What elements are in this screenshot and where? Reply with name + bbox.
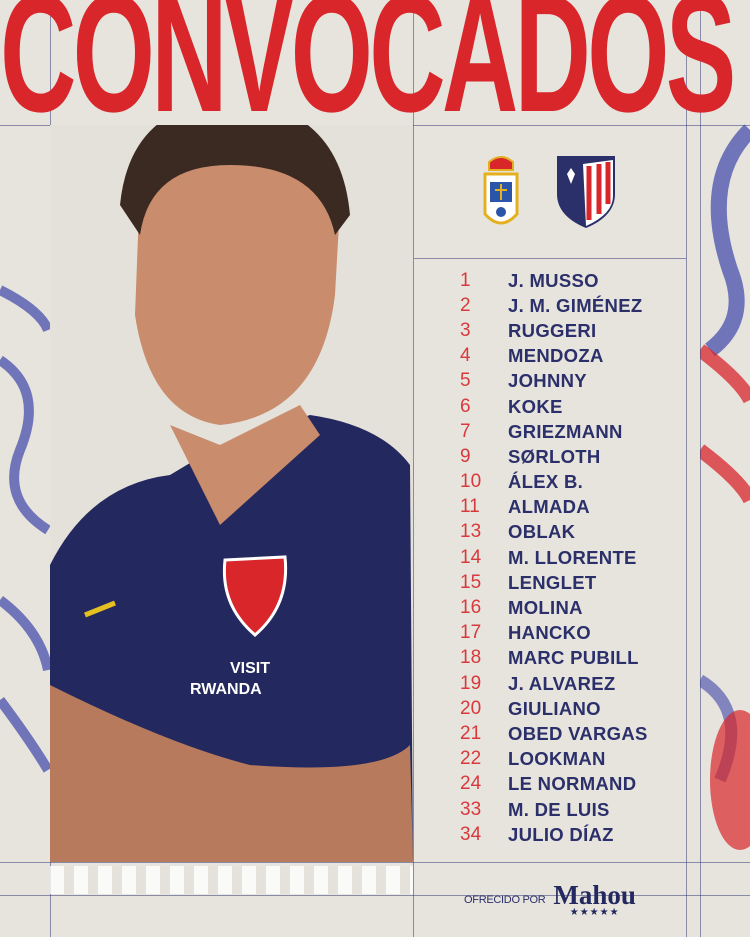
right-swirl-decoration: [700, 124, 750, 850]
player-name: JOHNNY: [508, 370, 587, 392]
squad-row: 15 LENGLET: [460, 570, 648, 595]
player-name: J. M. GIMÉNEZ: [508, 294, 643, 316]
player-name: M. DE LUIS: [508, 798, 610, 820]
player-number: 22: [460, 748, 482, 770]
player-number: 18: [460, 647, 482, 669]
player-number: 1: [460, 269, 471, 291]
player-number: 24: [460, 773, 482, 795]
player-number: 11: [460, 496, 480, 518]
player-name: RUGGERI: [508, 319, 597, 341]
player-number: 9: [460, 445, 471, 467]
player-name: MARC PUBILL: [508, 647, 639, 669]
squad-row: 22 LOOKMAN: [460, 747, 648, 772]
grid-line: [0, 895, 750, 896]
squad-row: 7 GRIEZMANN: [460, 419, 648, 444]
squad-row: 33 M. DE LUIS: [460, 797, 648, 822]
squad-row: 9 SØRLOTH: [460, 444, 648, 469]
shirt-sponsor-line2: RWANDA: [190, 681, 262, 698]
player-name: JULIO DÍAZ: [508, 823, 614, 845]
player-name: J. MUSSO: [508, 269, 599, 291]
player-number: 6: [460, 395, 471, 417]
squad-row: 10 ÁLEX B.: [460, 470, 648, 495]
player-number: 10: [460, 471, 482, 493]
squad-row: 4 MENDOZA: [460, 344, 648, 369]
grid-line: [0, 862, 750, 863]
grid-line: [414, 258, 686, 259]
grid-line: [686, 0, 687, 937]
player-name: ÁLEX B.: [508, 471, 584, 493]
player-name: LENGLET: [508, 571, 597, 593]
player-number: 13: [460, 521, 482, 543]
squad-list: 1 J. MUSSO 2 J. M. GIMÉNEZ 3 RUGGERI 4 MENDOZA 5…: [460, 268, 648, 847]
squad-row: 34 JULIO DÍAZ: [460, 822, 648, 847]
grid-line: [413, 0, 414, 937]
offered-by-label: OFRECIDO POR: [464, 894, 546, 906]
player-name: KOKE: [508, 395, 563, 417]
page-title: CONVOCADOS: [0, 0, 736, 147]
atletico-madrid-crest-icon: [557, 156, 615, 228]
squad-row: 14 M. LLORENTE: [460, 545, 648, 570]
squad-row: 19 J. ALVAREZ: [460, 671, 648, 696]
player-number: 4: [460, 345, 471, 367]
squad-row: 11 ALMADA: [460, 495, 648, 520]
player-name: GRIEZMANN: [508, 420, 623, 442]
sponsor-brand: Mahou: [553, 879, 636, 910]
player-number: 20: [460, 697, 482, 719]
sponsor-stars: ★★★★★: [569, 906, 620, 918]
player-name: LOOKMAN: [508, 748, 606, 770]
squad-row: 18 MARC PUBILL: [460, 646, 648, 671]
squad-row: 16 MOLINA: [460, 595, 648, 620]
player-name: HANCKO: [508, 622, 591, 644]
squad-row: 5 JOHNNY: [460, 369, 648, 394]
player-number: 34: [460, 823, 482, 845]
player-number: 7: [460, 420, 471, 442]
player-name: ALMADA: [508, 496, 590, 518]
player-number: 3: [460, 319, 471, 341]
player-name: LE NORMAND: [508, 773, 637, 795]
squad-row: 20 GIULIANO: [460, 696, 648, 721]
player-name: OBED VARGAS: [508, 722, 648, 744]
player-name: SØRLOTH: [508, 445, 601, 467]
left-swirl-decoration: [0, 285, 50, 773]
player-number: 5: [460, 370, 471, 392]
player-number: 33: [460, 798, 482, 820]
squad-row: 13 OBLAK: [460, 520, 648, 545]
stripe-decoration: [50, 866, 413, 894]
shirt-sponsor-line1: VISIT: [230, 660, 270, 677]
squad-row: 24 LE NORMAND: [460, 772, 648, 797]
squad-row: 2 J. M. GIMÉNEZ: [460, 293, 648, 318]
player-number: 14: [460, 546, 482, 568]
player-name: OBLAK: [508, 521, 576, 543]
player-number: 21: [460, 722, 482, 744]
match-crests: [414, 126, 686, 258]
player-name: MENDOZA: [508, 345, 604, 367]
squad-row: 3 RUGGERI: [460, 318, 648, 343]
player-number: 16: [460, 597, 482, 619]
player-name: GIULIANO: [508, 697, 601, 719]
player-number: 17: [460, 622, 482, 644]
coach-photo: VISIT RWANDA: [50, 125, 413, 862]
player-number: 2: [460, 294, 471, 316]
player-name: J. ALVAREZ: [508, 672, 616, 694]
player-name: MOLINA: [508, 597, 583, 619]
squad-row: 17 HANCKO: [460, 621, 648, 646]
mahou-logo: Mahou ★★★★★: [553, 879, 636, 918]
player-name: M. LLORENTE: [508, 546, 637, 568]
real-oviedo-crest-icon: [483, 156, 519, 225]
squad-row: 21 OBED VARGAS: [460, 721, 648, 746]
squad-row: 6 KOKE: [460, 394, 648, 419]
player-number: 19: [460, 672, 482, 694]
player-number: 15: [460, 571, 482, 593]
sponsor-block: OFRECIDO POR Mahou ★★★★★: [414, 870, 686, 930]
squad-row: 1 J. MUSSO: [460, 268, 648, 293]
grid-line: [700, 0, 701, 937]
